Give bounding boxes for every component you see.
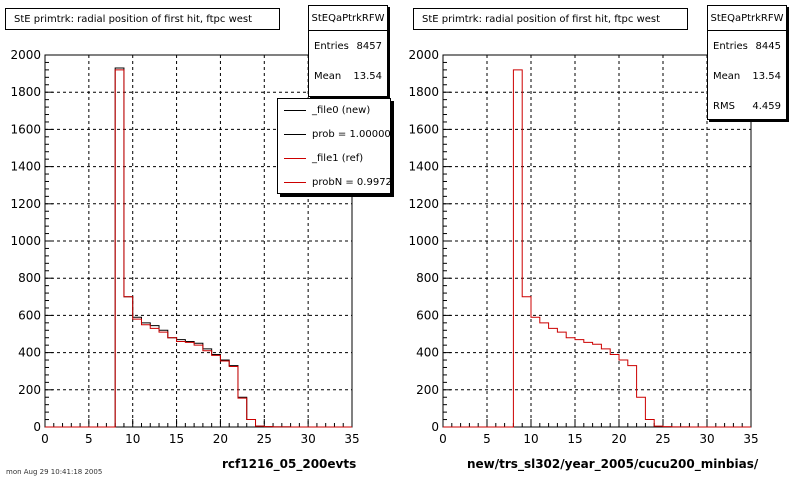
legend-label: _file1 (ref) (312, 153, 364, 164)
stats-value: 8445 (755, 41, 781, 52)
y-tick-label: 1800 (408, 85, 439, 99)
y-tick-label: 600 (416, 308, 439, 322)
x-tick-label: 35 (743, 432, 758, 446)
stats-value: 4.459 (752, 101, 781, 112)
histogram-title: StE primtrk: radial position of first hi… (5, 8, 280, 30)
stats-label: Entries (314, 41, 349, 52)
stats-value: 8457 (356, 41, 382, 52)
stats-row-mean: Mean 13.54 (309, 61, 387, 91)
y-tick-label: 2000 (10, 48, 41, 62)
x-axis-title: new/trs_sl302/year_2005/cucu200_minbias/ (467, 457, 759, 471)
x-tick-label: 10 (125, 432, 140, 446)
stats-label: Mean (314, 71, 342, 82)
y-tick-label: 400 (18, 346, 41, 360)
y-tick-label: 1800 (10, 85, 41, 99)
legend-entry-prob: prob = 1.000000 (278, 123, 390, 147)
x-tick-label: 20 (213, 432, 228, 446)
timestamp-footer: mon Aug 29 10:41:18 2005 (6, 468, 103, 476)
legend-label: probN = 0.997224 (312, 177, 391, 188)
histogram-series-line (443, 69, 751, 428)
stats-row-entries: Entries 8445 (708, 31, 786, 61)
legend-box: _file0 (new) prob = 1.000000 _file1 (ref… (277, 98, 391, 194)
x-tick-label: 35 (344, 432, 359, 446)
x-tick-label: 0 (439, 432, 447, 446)
x-tick-label: 20 (611, 432, 626, 446)
x-tick-label: 30 (301, 432, 316, 446)
legend-swatch (284, 134, 306, 135)
histogram-title: StE primtrk: radial position of first hi… (413, 8, 688, 30)
y-tick-label: 1400 (408, 160, 439, 174)
x-tick-label: 30 (699, 432, 714, 446)
x-tick-label: 10 (523, 432, 538, 446)
histogram-panel-right: 0 5 10 15 20 25 30 35 0 200 400 600 800 1000 1200 1400 1… (400, 0, 800, 480)
stats-box-name: StEQaPtrkRFW (708, 6, 786, 31)
histogram-plot-right: 0 5 10 15 20 25 30 35 0 200 400 600 800 1000 1200 1400 1… (408, 48, 758, 446)
x-tick-label: 15 (169, 432, 184, 446)
legend-entry-file0: _file0 (new) (278, 99, 390, 123)
y-tick-label: 200 (18, 383, 41, 397)
stats-row-mean: Mean 13.54 (708, 61, 786, 91)
legend-label: _file0 (new) (312, 105, 371, 116)
y-tick-label: 1600 (10, 122, 41, 136)
x-tick-label: 25 (257, 432, 272, 446)
y-tick-label: 1000 (10, 234, 41, 248)
y-tick-label: 400 (416, 346, 439, 360)
x-tick-label: 15 (567, 432, 582, 446)
stats-value: 13.54 (752, 71, 781, 82)
legend-swatch (284, 110, 306, 111)
x-tick-label: 0 (41, 432, 49, 446)
legend-label: prob = 1.000000 (312, 129, 391, 140)
histogram-plot-left: 0 5 10 15 20 25 30 35 0 200 400 600 800 1000 1200 1400 1… (10, 48, 359, 446)
stats-row-rms: RMS 4.459 (708, 91, 786, 121)
stats-label: RMS (713, 101, 735, 112)
stats-label: Entries (713, 41, 748, 52)
y-tick-label: 1400 (10, 160, 41, 174)
x-axis-title: rcf1216_05_200evts (222, 457, 357, 471)
y-tick-label: 1000 (408, 234, 439, 248)
y-tick-label: 0 (431, 420, 439, 434)
legend-swatch (284, 158, 306, 159)
legend-entry-probn: probN = 0.997224 (278, 171, 391, 193)
y-tick-label: 1600 (408, 122, 439, 136)
y-tick-label: 0 (33, 420, 41, 434)
y-tick-label: 1200 (10, 197, 41, 211)
stats-box: StEQaPtrkRFW Entries 8457 Mean 13.54 (308, 5, 388, 97)
x-tick-label: 5 (483, 432, 491, 446)
histogram-panel-left: 0 5 10 15 20 25 30 35 0 200 400 600 800 1000 1200 1400 1… (5, 5, 391, 471)
legend-entry-file1: _file1 (ref) (278, 147, 390, 171)
x-tick-label: 25 (655, 432, 670, 446)
stats-value: 13.54 (353, 71, 382, 82)
histogram-series-line (45, 69, 352, 428)
y-tick-label: 1200 (408, 197, 439, 211)
legend-swatch (284, 182, 306, 183)
y-tick-label: 600 (18, 308, 41, 322)
y-tick-label: 800 (416, 271, 439, 285)
y-tick-label: 2000 (408, 48, 439, 62)
y-tick-label: 800 (18, 271, 41, 285)
stats-label: Mean (713, 71, 741, 82)
y-tick-label: 200 (416, 383, 439, 397)
stats-box: StEQaPtrkRFW Entries 8445 Mean 13.54 RMS… (707, 5, 787, 120)
stats-row-entries: Entries 8457 (309, 31, 387, 61)
stats-box-name: StEQaPtrkRFW (309, 6, 387, 31)
x-tick-label: 5 (85, 432, 93, 446)
plot-frame (442, 54, 752, 428)
